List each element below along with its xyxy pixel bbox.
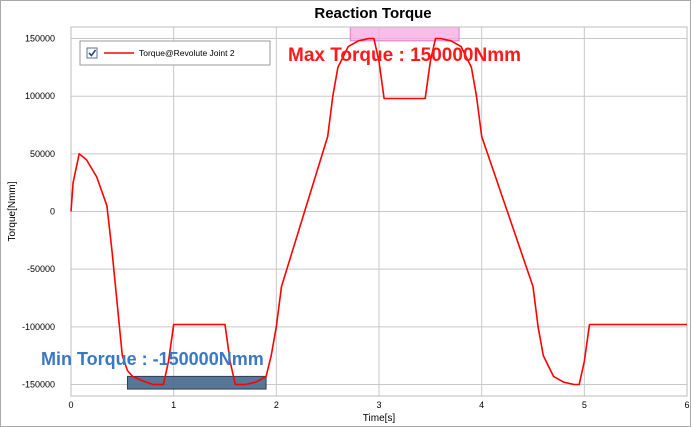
x-axis-label: Time[s] [363, 413, 396, 424]
legend-label: Torque@Revolute Joint 2 [139, 48, 235, 58]
x-tick-label: 1 [171, 400, 176, 410]
chart-title: Reaction Torque [314, 5, 431, 22]
y-tick-label: -50000 [27, 264, 55, 274]
tick-layer: 0 1 2 3 4 5 6 150000 100000 50000 0 -50000 -100000 -1… [22, 34, 690, 410]
x-tick-label: 3 [376, 400, 381, 410]
check-icon [88, 49, 97, 57]
y-axis-label: Torque[Nmm] [7, 181, 18, 241]
y-tick-label: 50000 [30, 149, 55, 159]
y-tick-label: -100000 [22, 322, 55, 332]
x-tick-label: 4 [479, 400, 484, 410]
series-line-torque [70, 37, 687, 386]
highlight-layer [126, 26, 460, 390]
x-tick-label: 5 [582, 400, 587, 410]
min-torque-annotation: Min Torque : -150000Nmm [41, 349, 264, 369]
y-tick-label: -150000 [22, 379, 55, 389]
y-tick-label: 0 [50, 207, 55, 217]
grid-layer [71, 27, 687, 396]
y-tick-label: 150000 [25, 34, 55, 44]
series-layer [70, 37, 687, 386]
legend-checkbox[interactable] [86, 47, 98, 59]
x-tick-label: 0 [68, 400, 73, 410]
x-tick-label: 6 [684, 400, 689, 410]
min-torque-highlight [126, 375, 267, 390]
max-torque-annotation: Max Torque : 150000Nmm [288, 45, 521, 66]
x-tick-label: 2 [274, 400, 279, 410]
y-tick-label: 100000 [25, 91, 55, 101]
legend: Torque@Revolute Joint 2 [79, 40, 271, 66]
